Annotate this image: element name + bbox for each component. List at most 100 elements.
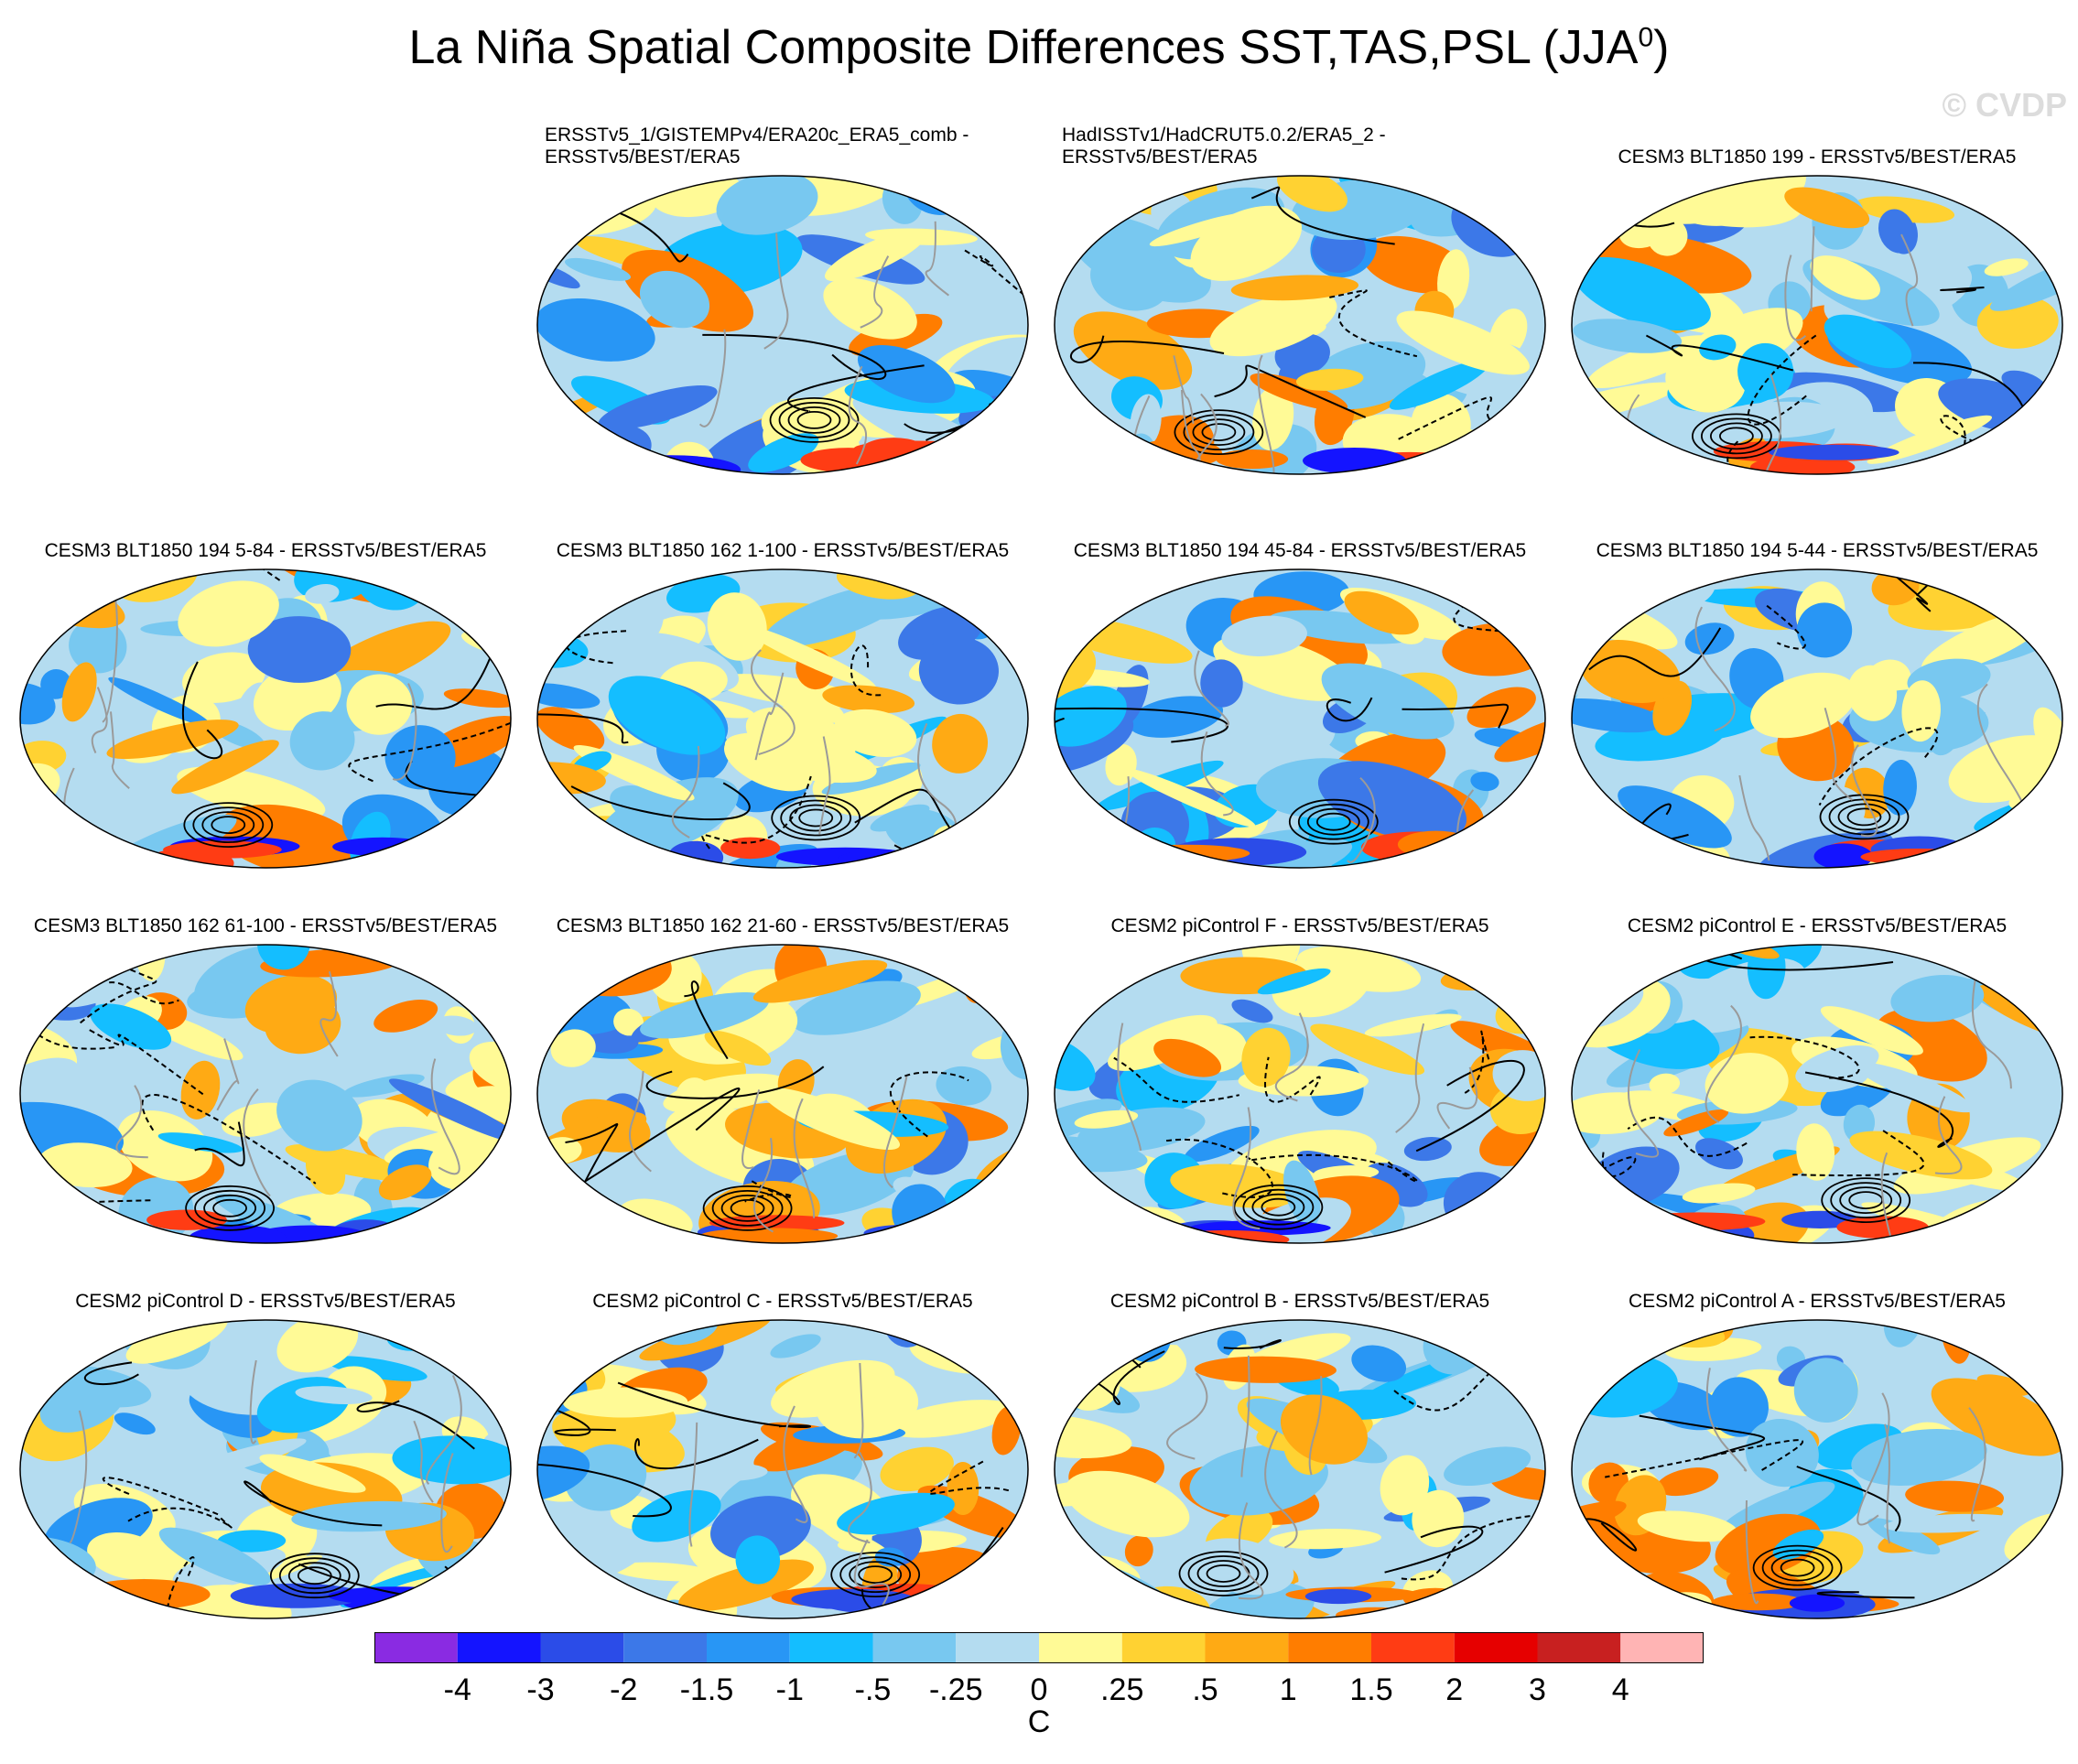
anomaly-field	[1055, 945, 1545, 1243]
map-panel: CESM2 piControl A - ERSSTv5/BEST/ERA5	[1561, 1254, 2073, 1639]
panel-title: CESM2 piControl A - ERSSTv5/BEST/ERA5	[1629, 1291, 2006, 1312]
map-plot	[1054, 1319, 1546, 1619]
colorbar-tick-label: 4	[1612, 1672, 1629, 1707]
map-outline	[536, 568, 1029, 869]
map-panel: HadISSTv1/HadCRUT5.0.2/ERA5_2 - ERSSTv5/…	[1044, 110, 1556, 494]
map-panel: CESM2 piControl B - ERSSTv5/BEST/ERA5	[1044, 1254, 1556, 1639]
map-panel: CESM3 BLT1850 194 5-44 - ERSSTv5/BEST/ER…	[1561, 503, 2073, 888]
colorbar-swatch	[374, 1632, 458, 1663]
map-outline	[1571, 1319, 2063, 1619]
panel-title: CESM3 BLT1850 162 1-100 - ERSSTv5/BEST/E…	[556, 540, 1010, 561]
panel-title: HadISSTv1/HadCRUT5.0.2/ERA5_2 - ERSSTv5/…	[1062, 124, 1386, 168]
colorbar-tick-label: -3	[526, 1672, 554, 1707]
map-outline	[1571, 568, 2063, 869]
panel-title: CESM3 BLT1850 162 21-60 - ERSSTv5/BEST/E…	[556, 915, 1010, 936]
map-panel: CESM3 BLT1850 199 - ERSSTv5/BEST/ERA5	[1561, 110, 2073, 494]
colorbar-swatch	[789, 1632, 873, 1663]
colorbar-swatch	[457, 1632, 541, 1663]
colorbar-tick-label: -.25	[929, 1672, 983, 1707]
panel-title: CESM2 piControl E - ERSSTv5/BEST/ERA5	[1627, 915, 2008, 936]
colorbar-tick-label: -4	[444, 1672, 471, 1707]
map-outline	[1054, 175, 1546, 475]
anomaly-field	[537, 945, 1028, 1243]
panel-title: CESM3 BLT1850 199 - ERSSTv5/BEST/ERA5	[1618, 146, 2017, 168]
colorbar-tick-label: -.5	[855, 1672, 892, 1707]
map-plot	[536, 944, 1029, 1244]
anomaly-field	[537, 1320, 1028, 1618]
map-panel: CESM2 piControl D - ERSSTv5/BEST/ERA5	[9, 1254, 522, 1639]
colorbar-tick-label: -1.5	[680, 1672, 734, 1707]
map-plot	[19, 568, 512, 869]
colorbar-tick-label: 1	[1280, 1672, 1297, 1707]
watermark: © CVDP	[1942, 86, 2067, 124]
colorbar-tick-label: -2	[610, 1672, 637, 1707]
map-outline	[536, 175, 1029, 475]
map-plot	[1571, 944, 2063, 1244]
map-outline	[536, 944, 1029, 1244]
colorbar-swatch	[1288, 1632, 1371, 1663]
colorbar-tick-label: .25	[1100, 1672, 1143, 1707]
map-plot	[1571, 568, 2063, 869]
map-plot	[1571, 1319, 2063, 1619]
map-outline	[19, 1319, 512, 1619]
map-panel: CESM2 piControl F - ERSSTv5/BEST/ERA5	[1044, 879, 1556, 1263]
map-outline	[1571, 175, 2063, 475]
colorbar-tick-label: 2	[1445, 1672, 1463, 1707]
colorbar-swatch	[872, 1632, 957, 1663]
map-outline	[536, 1319, 1029, 1619]
colorbar-tick-label: 0	[1031, 1672, 1048, 1707]
map-outline	[1054, 568, 1546, 869]
colorbar-swatch	[1537, 1632, 1621, 1663]
anomaly-field	[20, 569, 511, 868]
colorbar-swatch	[1205, 1632, 1289, 1663]
map-plot	[1054, 175, 1546, 475]
map-panel: CESM3 BLT1850 162 1-100 - ERSSTv5/BEST/E…	[526, 503, 1039, 888]
panel-title: ERSSTv5_1/GISTEMPv4/ERA20c_ERA5_comb - E…	[545, 124, 969, 168]
map-plot	[1054, 944, 1546, 1244]
map-plot	[19, 944, 512, 1244]
colorbar-tick-label: 3	[1529, 1672, 1546, 1707]
anomaly-field	[1572, 176, 2062, 474]
map-plot	[536, 175, 1029, 475]
colorbar-swatch	[956, 1632, 1039, 1663]
panel-title: CESM2 piControl F - ERSSTv5/BEST/ERA5	[1110, 915, 1489, 936]
map-outline	[19, 568, 512, 869]
anomaly-field	[1055, 176, 1545, 474]
anomaly-field	[537, 176, 1028, 474]
colorbar-swatch	[1039, 1632, 1122, 1663]
map-panel: CESM3 BLT1850 194 45-84 - ERSSTv5/BEST/E…	[1044, 503, 1556, 888]
map-plot	[1054, 568, 1546, 869]
colorbar: -4 -3 -2 -1.5 -1 -.5 -.25 0 .25 .5 1 1.5 2 3 4	[374, 1632, 1704, 1707]
colorbar-swatch	[1454, 1632, 1538, 1663]
map-plot	[536, 568, 1029, 869]
panel-title: CESM2 piControl B - ERSSTv5/BEST/ERA5	[1109, 1291, 1490, 1312]
map-outline	[1054, 1319, 1546, 1619]
colorbar-tick-label: -1	[776, 1672, 804, 1707]
anomaly-field	[537, 569, 1028, 868]
anomaly-field	[20, 945, 511, 1243]
map-panel: CESM3 BLT1850 194 5-84 - ERSSTv5/BEST/ER…	[9, 503, 522, 888]
map-outline	[1571, 944, 2063, 1244]
map-panel: CESM2 piControl E - ERSSTv5/BEST/ERA5	[1561, 879, 2073, 1263]
anomaly-field	[1572, 945, 2062, 1243]
panel-title: CESM3 BLT1850 194 5-84 - ERSSTv5/BEST/ER…	[44, 540, 487, 561]
colorbar-swatch	[1121, 1632, 1206, 1663]
panel-title: CESM3 BLT1850 162 61-100 - ERSSTv5/BEST/…	[33, 915, 498, 936]
map-plot	[536, 1319, 1029, 1619]
map-outline	[19, 944, 512, 1244]
colorbar-tick-label: 1.5	[1349, 1672, 1392, 1707]
colorbar-swatch	[707, 1632, 790, 1663]
panel-title: CESM2 piControl C - ERSSTv5/BEST/ERA5	[592, 1291, 973, 1312]
map-panel: CESM3 BLT1850 162 61-100 - ERSSTv5/BEST/…	[9, 879, 522, 1263]
figure-title: La Niña Spatial Composite Differences SS…	[408, 21, 1670, 74]
colorbar-swatch	[623, 1632, 707, 1663]
map-plot	[19, 1319, 512, 1619]
colorbar-swatch	[540, 1632, 624, 1663]
map-panel: CESM2 piControl C - ERSSTv5/BEST/ERA5	[526, 1254, 1039, 1639]
map-outline	[1054, 944, 1546, 1244]
map-panel: ERSSTv5_1/GISTEMPv4/ERA20c_ERA5_comb - E…	[526, 110, 1039, 494]
panel-title: CESM3 BLT1850 194 5-44 - ERSSTv5/BEST/ER…	[1596, 540, 2039, 561]
colorbar-swatch	[1371, 1632, 1455, 1663]
panel-title: CESM2 piControl D - ERSSTv5/BEST/ERA5	[75, 1291, 456, 1312]
colorbar-tick-label: .5	[1192, 1672, 1218, 1707]
